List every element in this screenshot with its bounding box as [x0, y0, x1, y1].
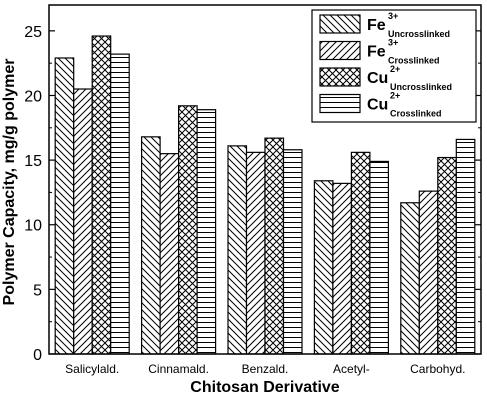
bar-cu-crosslinked-1 — [196, 109, 217, 355]
y-axis: 0 5 10 15 20 25 — [24, 24, 481, 364]
bar-cu-crosslinked-4 — [455, 138, 476, 355]
bar-cu-crosslinked-2 — [282, 149, 303, 355]
bar-cu-uncrosslinked-2 — [264, 137, 285, 355]
legend: Fe3+UncrosslinkedFe3+CrosslinkedCu2+Uncr… — [311, 9, 477, 123]
bar-fe-crosslinked-2 — [245, 151, 266, 355]
bar-fe-crosslinked-4 — [418, 190, 439, 355]
legend-swatch — [319, 93, 361, 114]
bar-cu-uncrosslinked-1 — [178, 105, 198, 355]
y-tick-label: 0 — [33, 347, 42, 364]
legend-state: Uncrosslinked — [390, 82, 452, 92]
bar-fe-crosslinked-3 — [332, 182, 352, 355]
y-axis-title: Polymer Capacity, mg/g polymer — [1, 59, 18, 306]
x-axis-title: Chitosan Derivative — [190, 379, 339, 396]
y-tick-label: 20 — [24, 88, 42, 105]
bar-fe-uncrosslinked-2 — [227, 145, 248, 355]
legend-ion: Fe — [367, 17, 386, 34]
bar-fe-uncrosslinked-4 — [400, 202, 420, 355]
y-tick-label: 10 — [24, 218, 42, 235]
legend-charge: 2+ — [390, 64, 400, 74]
bar-fe-crosslinked-1 — [159, 153, 180, 355]
legend-state: Crosslinked — [390, 109, 442, 119]
y-tick-label: 25 — [24, 24, 42, 41]
legend-ion: Fe — [367, 44, 386, 61]
bar-cu-crosslinked-0 — [110, 53, 130, 355]
x-tick-label: Carbohyd. — [410, 362, 465, 376]
bar-fe-crosslinked-0 — [73, 88, 93, 355]
bar-cu-uncrosslinked-3 — [350, 151, 371, 355]
x-tick-label: Salicylald. — [65, 362, 119, 376]
y-tick-label: 5 — [33, 282, 42, 299]
bar-cu-crosslinked-3 — [369, 160, 389, 355]
x-axis: Salicylald. Cinnamald. Benzald. Acetyl- Carb… — [65, 348, 465, 376]
x-tick-label: Acetyl- — [333, 362, 370, 376]
legend-swatch — [319, 14, 361, 34]
legend-ion: Cu — [367, 97, 388, 114]
bar-cu-uncrosslinked-0 — [91, 35, 112, 355]
legend-swatch — [319, 40, 361, 61]
x-tick-label: Benzald. — [242, 362, 289, 376]
bar-cu-uncrosslinked-4 — [437, 156, 457, 355]
bars-group — [54, 35, 476, 355]
bar-fe-uncrosslinked-0 — [54, 57, 75, 355]
legend-state: Crosslinked — [388, 56, 440, 66]
y-tick-label: 15 — [24, 153, 42, 170]
legend-charge: 3+ — [388, 11, 398, 21]
legend-ion: Cu — [367, 70, 388, 87]
legend-state: Uncrosslinked — [388, 29, 450, 39]
legend-charge: 3+ — [388, 38, 398, 48]
bar-fe-uncrosslinked-3 — [313, 180, 334, 355]
legend-swatch — [319, 67, 361, 87]
legend-charge: 2+ — [390, 91, 400, 101]
bar-fe-uncrosslinked-1 — [141, 136, 161, 355]
x-tick-label: Cinnamald. — [148, 362, 209, 376]
